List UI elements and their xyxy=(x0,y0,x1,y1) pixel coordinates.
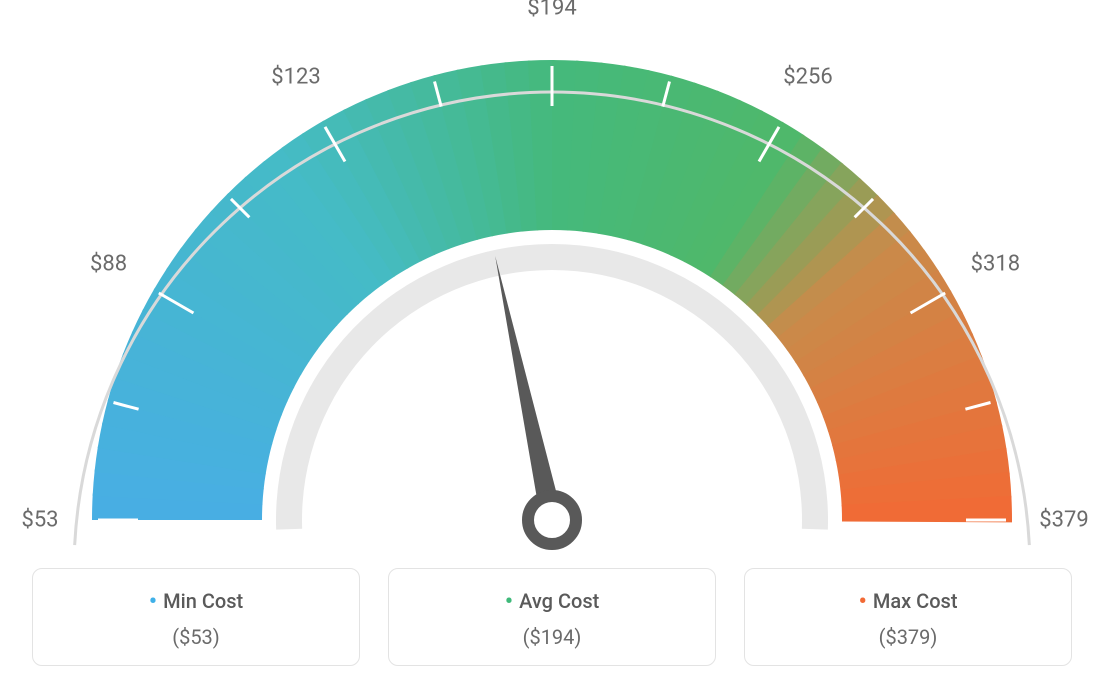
tick-label: $256 xyxy=(783,64,832,89)
legend-value-max: ($379) xyxy=(755,625,1061,649)
legend-card-avg: • Avg Cost ($194) xyxy=(388,568,716,666)
legend-card-max: • Max Cost ($379) xyxy=(744,568,1072,666)
legend-title-max: • Max Cost xyxy=(755,587,1061,615)
legend-value-avg: ($194) xyxy=(399,625,705,649)
tick-label: $53 xyxy=(21,508,58,533)
legend-row: • Min Cost ($53) • Avg Cost ($194) • Max… xyxy=(0,568,1104,666)
legend-value-min: ($53) xyxy=(43,625,349,649)
legend-title-avg: • Avg Cost xyxy=(399,587,705,615)
needle xyxy=(495,256,556,495)
tick-label: $194 xyxy=(527,0,576,21)
legend-card-min: • Min Cost ($53) xyxy=(32,568,360,666)
gauge-svg xyxy=(0,0,1104,560)
needle-hub xyxy=(528,496,576,544)
tick-label: $88 xyxy=(90,252,127,277)
tick-label: $123 xyxy=(271,64,320,89)
gauge-arc xyxy=(92,60,1012,522)
gauge-chart: $53 $88 $123 $194 $256 $318 $379 xyxy=(0,0,1104,560)
tick-label: $379 xyxy=(1039,508,1088,533)
tick-label: $318 xyxy=(971,252,1020,277)
legend-title-min: • Min Cost xyxy=(43,587,349,615)
